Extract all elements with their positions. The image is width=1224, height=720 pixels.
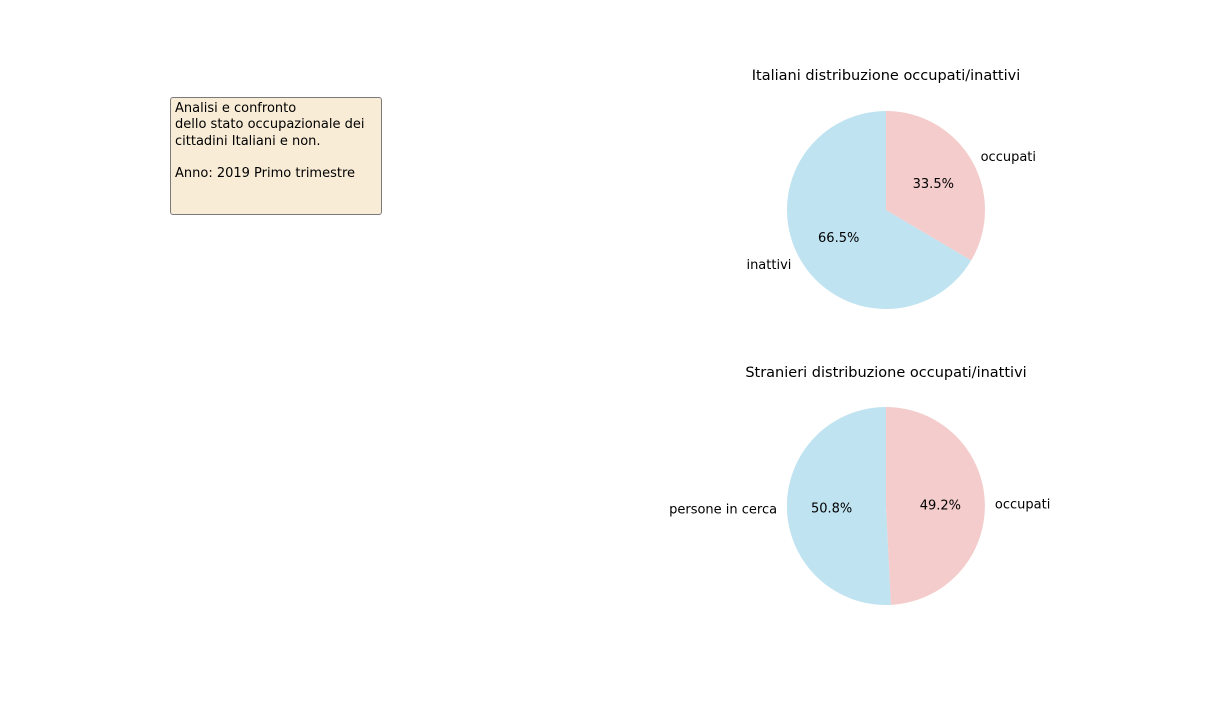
pie-pct-label-italiani-occupati: 33.5% [913, 177, 954, 192]
pie-category-label-italiani-inattivi: inattivi [746, 258, 791, 273]
pie-slice-stranieri-persone-in-cerca [786, 406, 891, 605]
pie-slice-italiani-inattivi [786, 111, 972, 309]
pie-pct-label-stranieri-persone-in-cerca: 50.8% [811, 501, 852, 516]
pie-category-label-stranieri-occupati: occupati [995, 497, 1050, 512]
chart-title-italiani: Italiani distribuzione occupati/inattivi [752, 68, 1021, 84]
info-text-box: Analisi e confronto dello stato occupazi… [170, 97, 382, 215]
pie-pct-label-italiani-inattivi: 66.5% [818, 231, 859, 246]
pie-chart-stranieri: Stranieri distribuzione occupati/inattiv… [669, 365, 1050, 605]
pie-chart-italiani: Italiani distribuzione occupati/inattivi… [746, 68, 1036, 309]
pie-slice-italiani-occupati [886, 111, 985, 261]
pie-slice-stranieri-occupati [886, 407, 985, 605]
chart-title-stranieri: Stranieri distribuzione occupati/inattiv… [745, 365, 1026, 381]
pie-category-label-stranieri-persone-in-cerca: persone in cerca [669, 503, 777, 518]
pie-pct-label-stranieri-occupati: 49.2% [920, 499, 961, 514]
pie-category-label-italiani-occupati: occupati [981, 150, 1036, 165]
